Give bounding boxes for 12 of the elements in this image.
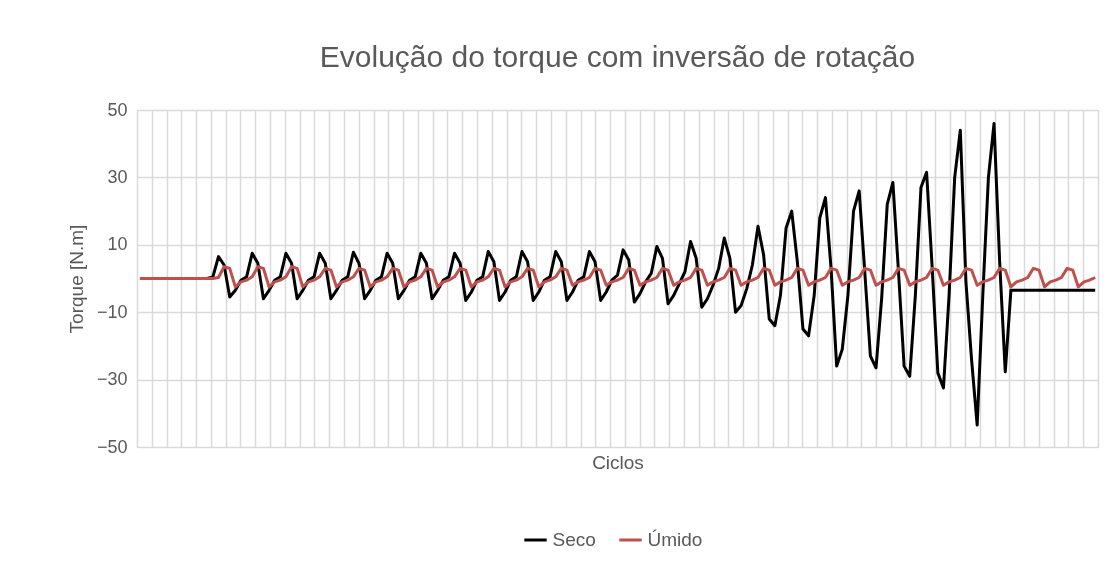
y-tick-label: 30 xyxy=(107,166,128,187)
x-axis-title: Ciclos xyxy=(592,451,644,473)
legend-label: Úmido xyxy=(647,529,703,550)
y-tick-label: −30 xyxy=(96,369,128,390)
line-series xyxy=(138,265,1097,289)
y-axis-title: Torque [N.m] xyxy=(65,224,87,334)
y-tick-label: −10 xyxy=(96,301,128,322)
chart-title: Evolução do torque com inversão de rotação xyxy=(319,40,916,73)
legend-label: Seco xyxy=(552,529,596,550)
y-tick-label: 50 xyxy=(107,99,128,120)
y-tick-label: 10 xyxy=(107,234,128,255)
y-tick-label: −50 xyxy=(96,436,128,457)
